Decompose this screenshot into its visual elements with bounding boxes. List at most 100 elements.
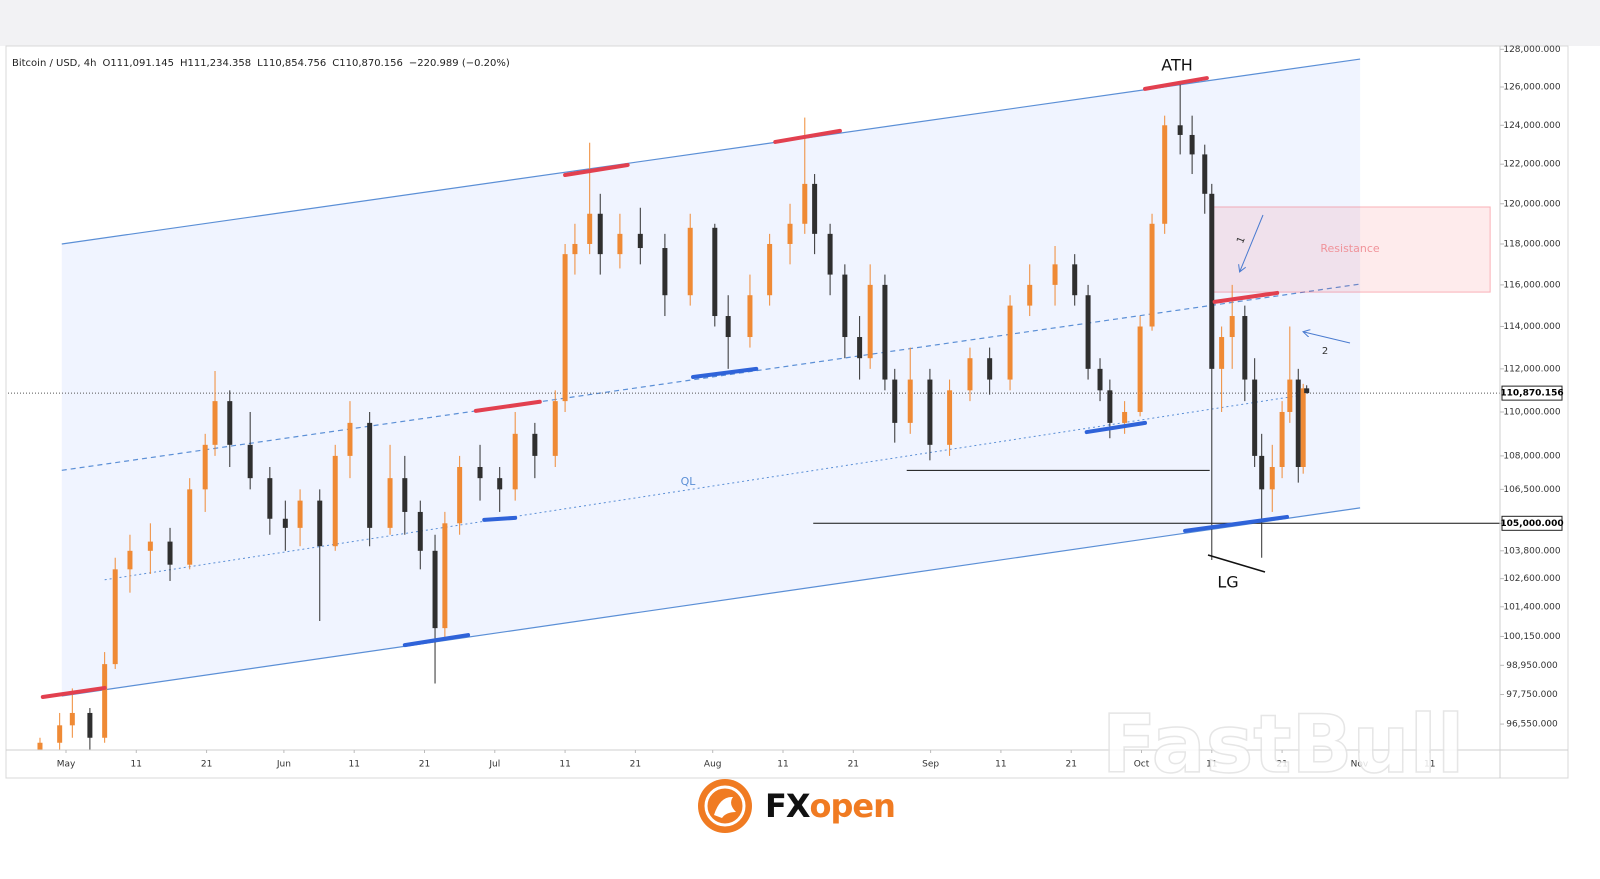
candle-body bbox=[1149, 223, 1155, 327]
highlight-segment bbox=[402, 633, 471, 648]
y-tick-label: 96,550.000 bbox=[1506, 720, 1558, 730]
candle-body bbox=[247, 444, 253, 479]
candle-body bbox=[167, 541, 173, 565]
x-tick-label: 21 bbox=[630, 760, 641, 770]
last-price-box bbox=[1501, 385, 1563, 401]
x-tick-label: 11 bbox=[1424, 760, 1435, 770]
drawings-front bbox=[40, 76, 1290, 699]
candle-body bbox=[892, 379, 898, 423]
x-tick-label: Aug bbox=[704, 760, 722, 770]
candle-body bbox=[1085, 295, 1091, 369]
candle-body bbox=[927, 379, 933, 445]
candle-body bbox=[1219, 337, 1225, 369]
x-tick-label: 21 bbox=[1276, 760, 1287, 770]
y-tick-label: 103,800.000 bbox=[1503, 546, 1561, 556]
highlight-segment bbox=[1084, 420, 1148, 435]
candle-body bbox=[457, 466, 463, 524]
y-tick-label: 118,000.000 bbox=[1503, 239, 1561, 249]
candle-body bbox=[572, 243, 578, 255]
y-tick-label: 105,000.000 bbox=[1500, 519, 1563, 529]
candle-body bbox=[827, 233, 833, 275]
candle-body bbox=[1304, 388, 1310, 394]
candle-body bbox=[282, 518, 288, 528]
y-tick-label: 128,000.000 bbox=[1503, 45, 1561, 55]
x-tick-label: 11 bbox=[777, 760, 788, 770]
candle-body bbox=[1162, 125, 1168, 224]
channel-lower bbox=[61, 507, 1361, 697]
candle-body bbox=[1122, 411, 1128, 423]
candle-body bbox=[1202, 154, 1208, 194]
candle-body bbox=[1252, 379, 1258, 456]
candle-body bbox=[1229, 316, 1235, 338]
candle-body bbox=[842, 274, 848, 338]
highlight-segment bbox=[482, 515, 518, 522]
highlight-segment bbox=[473, 399, 542, 413]
candle-body bbox=[882, 284, 888, 380]
candles bbox=[37, 83, 1310, 750]
x-tick-label: 11 bbox=[131, 760, 142, 770]
watermark: FastBull bbox=[1102, 698, 1465, 791]
candle-body bbox=[147, 541, 153, 551]
x-tick-label: 21 bbox=[1065, 760, 1076, 770]
candle-body bbox=[1279, 411, 1285, 467]
logo: FXopen bbox=[698, 779, 896, 833]
highlight-segment bbox=[1143, 76, 1209, 91]
chart-header: Bitcoin / USD, 4h O111,091.145 H111,234.35… bbox=[12, 58, 510, 69]
x-tick-label: 21 bbox=[201, 760, 212, 770]
drawings-back bbox=[8, 58, 1500, 697]
x-tick-label: Jul bbox=[488, 760, 500, 770]
candle-body bbox=[1007, 305, 1013, 380]
candle-body bbox=[417, 511, 423, 551]
ath-label: ATH bbox=[1161, 56, 1193, 75]
open-text: O111,091.145 bbox=[102, 58, 174, 69]
x-tick-label: 11 bbox=[348, 760, 359, 770]
candle-body bbox=[725, 316, 731, 338]
x-tick-label: Sep bbox=[922, 760, 939, 770]
candle-body bbox=[787, 223, 793, 244]
candle-body bbox=[37, 742, 43, 750]
candle-body bbox=[712, 227, 718, 317]
highlight-segment bbox=[1212, 290, 1280, 304]
y-tick-label: 102,600.000 bbox=[1503, 574, 1561, 584]
y-tick-label: 120,000.000 bbox=[1503, 199, 1561, 209]
x-tick-label: Jun bbox=[276, 760, 291, 770]
candle-body bbox=[597, 213, 603, 255]
candle-body bbox=[562, 254, 568, 402]
y-tick-label: 101,400.000 bbox=[1503, 602, 1561, 612]
candle-body bbox=[267, 478, 273, 519]
y-tick-label: 114,000.000 bbox=[1503, 322, 1561, 332]
candle-body bbox=[1189, 134, 1195, 155]
candle-body bbox=[1242, 316, 1248, 380]
candle-body bbox=[387, 478, 393, 528]
candle-body bbox=[497, 478, 503, 490]
logo-icon-ring bbox=[704, 785, 746, 827]
y-tick-label: 126,000.000 bbox=[1503, 82, 1561, 92]
candle-body bbox=[297, 500, 303, 528]
candle-body bbox=[347, 422, 353, 456]
candle-body bbox=[112, 569, 118, 665]
logo-open: open bbox=[810, 787, 895, 825]
x-tick-label: 11 bbox=[995, 760, 1006, 770]
x-tick-label: Nov bbox=[1351, 760, 1369, 770]
candle-body bbox=[532, 433, 538, 456]
x-tick-label: 11 bbox=[1206, 760, 1217, 770]
candle-body bbox=[127, 550, 133, 570]
resistance-label: Resistance bbox=[1320, 242, 1380, 255]
change-text: −220.989 (−0.20%) bbox=[409, 58, 510, 69]
lg-line bbox=[1207, 554, 1266, 573]
candle-body bbox=[1097, 368, 1103, 391]
candle-body bbox=[857, 337, 863, 359]
candle-body bbox=[907, 379, 913, 423]
logo-icon-mark bbox=[714, 796, 736, 818]
y-tick-label: 112,000.000 bbox=[1503, 364, 1561, 374]
highlight-segment bbox=[1183, 514, 1290, 533]
candle-body bbox=[1209, 193, 1215, 369]
candle-body bbox=[442, 523, 448, 629]
ql-label: QL bbox=[681, 475, 697, 488]
candle-body bbox=[587, 213, 593, 244]
candle-body bbox=[87, 712, 93, 738]
y-tick-label: 110,000.000 bbox=[1503, 407, 1561, 417]
candle-body bbox=[1027, 284, 1033, 306]
